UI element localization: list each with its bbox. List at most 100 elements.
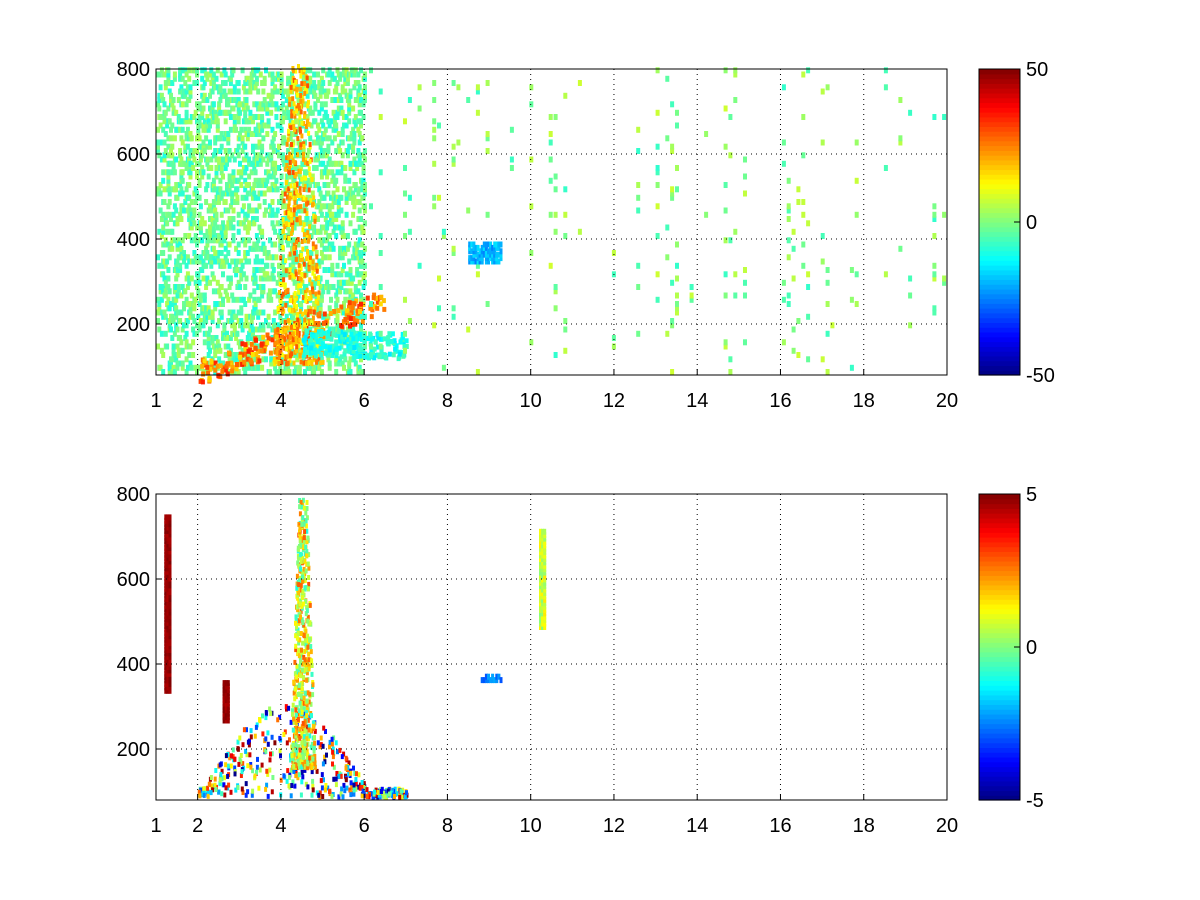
heatmap-cell: [319, 139, 324, 146]
heatmap-cell: [324, 783, 328, 788]
heatmap-cell: [329, 216, 333, 222]
heatmap-cell: [178, 318, 183, 324]
heatmap-cell: [313, 761, 317, 767]
heatmap-cell: [403, 347, 407, 354]
heatmap-cell: [229, 789, 233, 795]
heatmap-cell: [269, 296, 274, 303]
heatmap-cell: [357, 199, 362, 205]
heatmap-cell: [305, 320, 309, 326]
heatmap-cell: [314, 335, 319, 341]
heatmap-cell: [231, 754, 235, 760]
heatmap-cell: [369, 67, 373, 74]
heatmap-cell: [214, 343, 219, 350]
heatmap-cell: [230, 194, 235, 201]
heatmap-cell: [295, 295, 299, 301]
heatmap-cell: [281, 244, 285, 250]
heatmap-cell: [299, 109, 303, 115]
heatmap-cell: [234, 262, 239, 269]
heatmap-cell: [356, 369, 361, 375]
heatmap-cell: [391, 352, 396, 358]
heatmap-cell: [175, 245, 180, 252]
heatmap-cell: [295, 344, 299, 350]
heatmap-cell: [468, 255, 472, 262]
heatmap-cell: [314, 321, 318, 326]
heatmap-cell: [307, 187, 311, 193]
heatmap-cell: [378, 250, 383, 256]
heatmap-cell: [334, 309, 339, 316]
heatmap-cell: [655, 169, 660, 176]
heatmap-cell: [253, 67, 258, 74]
heatmap-cell: [313, 118, 318, 125]
heatmap-cell: [362, 313, 367, 320]
heatmap-cell: [331, 343, 336, 350]
heatmap-cell: [280, 118, 285, 125]
heatmap-cell: [362, 71, 367, 78]
heatmap-cell: [159, 296, 164, 303]
heatmap-cell: [291, 254, 296, 261]
heatmap-cell: [330, 736, 334, 742]
heatmap-cell: [172, 75, 177, 82]
heatmap-cell: [312, 748, 316, 754]
heatmap-cell: [339, 329, 344, 335]
heatmap-cell: [284, 166, 288, 172]
heatmap-cell: [296, 292, 301, 299]
heatmap-cell: [908, 109, 913, 116]
heatmap-cell: [208, 326, 212, 333]
heatmap-cell: [299, 673, 303, 679]
heatmap-cell: [493, 241, 497, 248]
heatmap-cell: [228, 80, 233, 86]
heatmap-cell: [328, 739, 332, 745]
heatmap-cell: [214, 335, 219, 341]
heatmap-cell: [201, 97, 206, 103]
heatmap-cell: [437, 305, 441, 312]
heatmap-cell: [339, 304, 344, 310]
heatmap-cell: [338, 245, 343, 252]
heatmap-cell: [335, 169, 340, 176]
heatmap-cell: [359, 292, 363, 299]
heatmap-cell: [491, 244, 495, 251]
heatmap-cell: [298, 700, 302, 706]
heatmap-cell: [283, 292, 288, 299]
heatmap-cell: [296, 97, 301, 103]
heatmap-cell: [335, 80, 340, 86]
heatmap-cell: [162, 118, 167, 125]
heatmap-cell: [398, 794, 402, 800]
heatmap-cell: [288, 118, 293, 125]
heatmap-cell: [329, 245, 333, 252]
heatmap-cell: [318, 207, 323, 214]
heatmap-cell: [223, 71, 228, 78]
heatmap-cell: [264, 207, 268, 214]
heatmap-cell: [165, 122, 170, 129]
heatmap-cell: [374, 295, 378, 301]
heatmap-cell: [257, 296, 262, 303]
heatmap-cell: [280, 369, 285, 375]
heatmap-cell: [942, 275, 947, 282]
heatmap-cell: [485, 80, 490, 86]
heatmap-cell: [262, 190, 267, 197]
heatmap-cell: [209, 165, 214, 171]
heatmap-cell: [299, 566, 302, 572]
heatmap-cell: [236, 152, 241, 159]
heatmap-cell: [675, 305, 679, 312]
heatmap-cell: [301, 148, 306, 154]
heatmap-cell: [327, 135, 332, 142]
heatmap-cell: [343, 356, 348, 363]
heatmap-cell: [162, 309, 167, 316]
heatmap-cell: [338, 254, 343, 261]
heatmap-cell: [306, 561, 310, 567]
heatmap-cell: [217, 343, 222, 350]
heatmap-cell: [157, 262, 162, 269]
heatmap-cell: [316, 352, 320, 358]
heatmap-cell: [192, 156, 197, 163]
heatmap-cell: [553, 228, 558, 235]
heatmap-cell: [274, 114, 279, 120]
heatmap-cell: [325, 752, 328, 758]
heatmap-cell: [344, 288, 349, 295]
heatmap-cell: [321, 359, 325, 365]
heatmap-cell: [288, 237, 293, 244]
heatmap-cell: [475, 109, 480, 116]
heatmap-cell: [309, 295, 313, 301]
heatmap-cell: [273, 309, 278, 316]
heatmap-cell: [191, 165, 196, 171]
heatmap-cell: [302, 295, 305, 300]
